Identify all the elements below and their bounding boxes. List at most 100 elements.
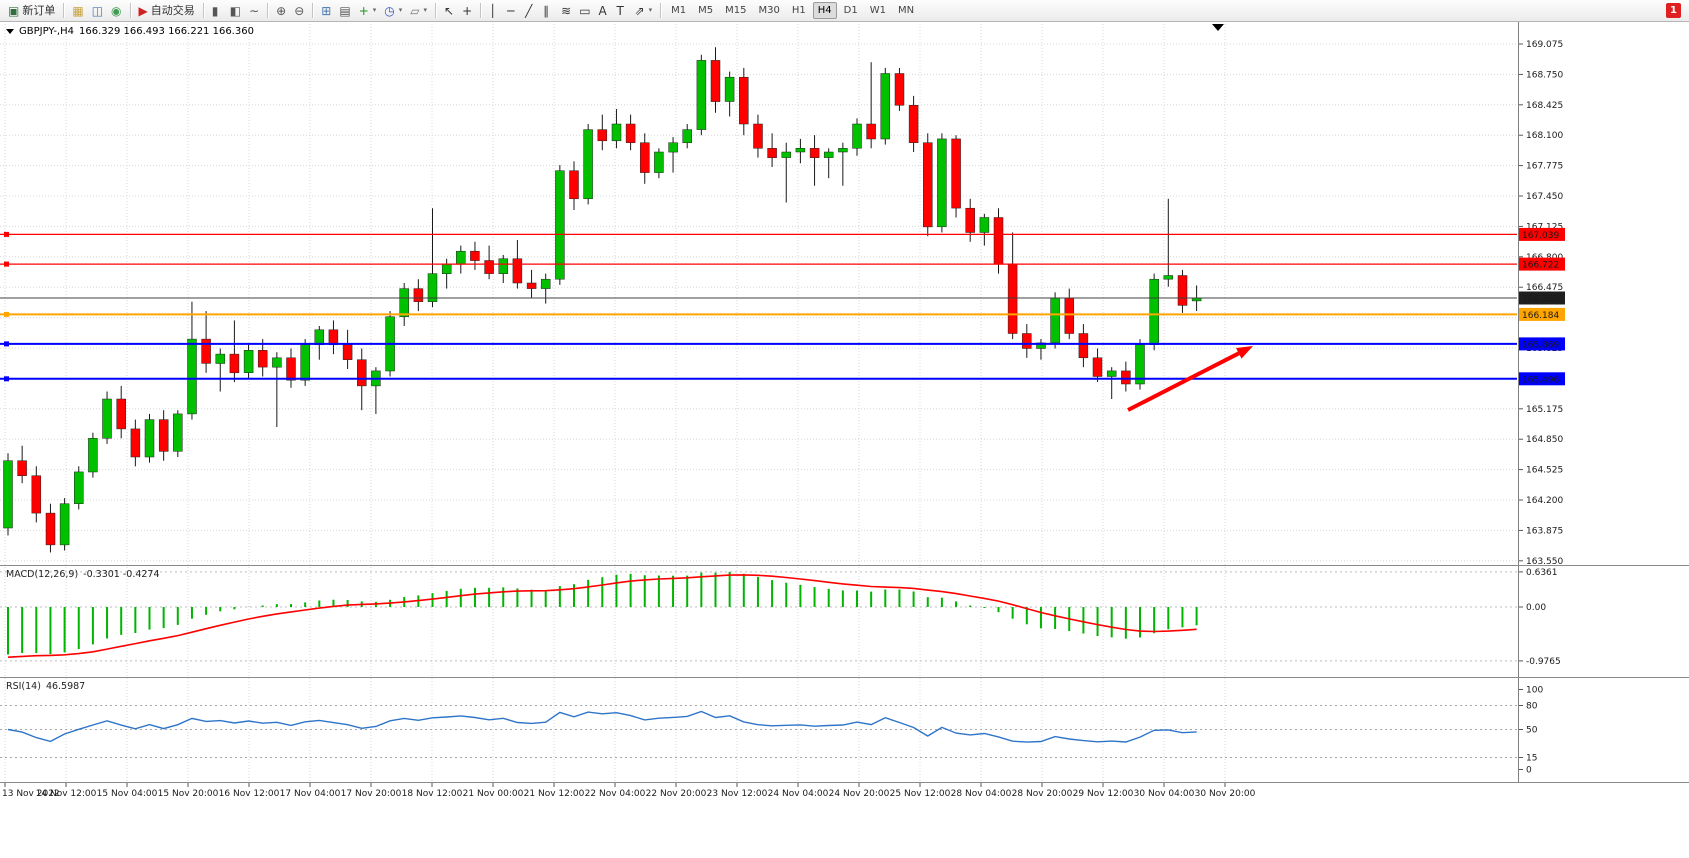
tile-windows-button[interactable]: ▤ [335,2,354,20]
macd-name: MACD(12,26,9) [6,569,79,580]
svg-text:167.125: 167.125 [1526,222,1563,232]
svg-text:165.175: 165.175 [1526,405,1563,415]
symbol-dropdown-icon[interactable] [6,29,14,34]
channel-button[interactable]: ∥ [539,2,557,20]
svg-text:25 Nov 12:00: 25 Nov 12:00 [890,789,951,799]
horizontal-line-icon: ─ [507,3,515,18]
line-chart-button[interactable]: ∼ [245,2,263,20]
horizontal-line-button[interactable]: ─ [503,2,521,20]
market-watch-icon: ◫ [91,3,104,18]
price-axis[interactable]: 169.075 168.750 168.425 168.100 167.775 167.4… [1518,22,1566,782]
svg-text:14 Nov 12:00: 14 Nov 12:00 [36,789,97,799]
toolbar-separator [480,3,482,18]
rsi-name: RSI(14) [6,681,41,692]
indicators-button[interactable]: + ▾ [355,2,381,20]
price-tag-166.360: 166.360 [1519,291,1565,305]
candlestick-chart-button[interactable]: ◧ [226,2,245,20]
chevron-down-icon: ▾ [423,6,428,14]
cursor-button[interactable]: ↖ [440,2,458,20]
price-tag-166.722: 166.722 [1519,257,1565,271]
vertical-line-button[interactable]: │ [485,2,503,20]
svg-text:18 Nov 12:00: 18 Nov 12:00 [402,789,463,799]
timeframe-m30[interactable]: M30 [758,5,780,16]
navigator-button[interactable]: ◉ [107,2,125,20]
autotrading-button[interactable]: ▶ 自动交易 [135,2,199,20]
ohlc-values: 166.329 166.493 166.221 166.360 [79,26,254,37]
svg-text:168.425: 168.425 [1526,101,1563,111]
hline-165.496[interactable] [0,376,1517,382]
market-watch-button[interactable]: ◫ [88,2,107,20]
timeframe-m1[interactable]: M1 [671,5,687,16]
periods-icon: ◷ [384,3,395,18]
channel-icon: ∥ [543,3,550,18]
panel-separators[interactable] [0,565,1689,783]
grid-button[interactable]: ⊞ [317,2,335,20]
svg-text:21 Nov 00:00: 21 Nov 00:00 [463,789,524,799]
svg-text:28 Nov 20:00: 28 Nov 20:00 [1012,789,1073,799]
timeframe-m15[interactable]: M15 [725,5,747,16]
periods-button[interactable]: ◷ ▾ [380,2,406,20]
trendline-button[interactable]: ╱ [521,2,539,20]
macd-values: -0.3301 -0.4274 [83,569,160,580]
timeframe-bar: M1 M5 M15 M30 H1 H4 D1 W1 MN [665,2,920,19]
macd-indicator-label: MACD(12,26,9) -0.3301 -0.4274 [6,569,160,580]
toolbar-separator [312,3,314,18]
text-button[interactable]: A [595,2,613,20]
notification-badge[interactable]: 1 [1666,3,1681,18]
chart-shift-marker[interactable] [1212,24,1224,31]
rsi-panel: 100 80 50 15 0 [0,686,1543,776]
svg-text:0.00: 0.00 [1526,603,1546,613]
tile-windows-icon: ▤ [339,3,351,18]
bar-chart-icon: ▮ [211,3,219,18]
svg-text:-0.9765: -0.9765 [1526,657,1561,667]
svg-text:13 Nov 2022: 13 Nov 2022 [2,789,60,799]
timeframe-mn[interactable]: MN [897,5,915,16]
shapes-icon: ▭ [579,3,591,18]
arrows-button[interactable]: ⇗ ▾ [631,2,657,20]
hline-167.039[interactable] [0,231,1517,237]
fibonacci-button[interactable]: ≋ [557,2,575,20]
svg-text:166.722: 166.722 [1522,261,1559,271]
crosshair-button[interactable]: + [458,2,476,20]
vertical-line-icon: │ [489,3,497,18]
trend-arrow[interactable] [1127,346,1253,412]
line-chart-icon: ∼ [249,3,260,18]
templates-icon: ▱ [410,3,420,18]
shapes-button[interactable]: ▭ [575,2,594,20]
autotrading-button-label: 自动交易 [150,4,195,17]
profiles-button[interactable]: ▦ [68,2,87,20]
timeframe-d1[interactable]: D1 [843,5,858,16]
hline-165.869[interactable] [0,341,1517,347]
svg-text:30 Nov 20:00: 30 Nov 20:00 [1195,789,1256,799]
timeframe-h4[interactable]: H4 [812,2,837,19]
zoom-in-button[interactable]: ⊕ [272,2,290,20]
svg-text:169.075: 169.075 [1526,40,1563,50]
symbol-name: GBPJPY-,H4 [19,26,74,37]
label-button[interactable]: T [613,2,631,20]
svg-text:24 Nov 20:00: 24 Nov 20:00 [829,789,890,799]
price-tag-166.184: 166.184 [1519,307,1565,321]
bar-chart-button[interactable]: ▮ [208,2,226,20]
hline-166.184[interactable] [0,311,1517,317]
svg-text:0.6361: 0.6361 [1526,568,1558,578]
crosshair-icon: + [462,3,473,18]
svg-text:24 Nov 04:00: 24 Nov 04:00 [768,789,829,799]
arrows-icon: ⇗ [634,3,645,18]
svg-text:15: 15 [1526,754,1537,764]
toolbar: ▣ 新订单 ▦ ◫ ◉ ▶ 自动交易 ▮ ◧ ∼ ⊕ ⊖ ⊞ ▤ + ▾ ◷ ▾ ▱ ▾ ↖ + │ ─ ╱ ∥ ≋ ▭ A T ⇗ ▾ M1… [0,0,1689,22]
svg-text:167.039: 167.039 [1522,231,1559,241]
timeframe-h1[interactable]: H1 [791,5,806,16]
toolbar-separator [660,3,662,18]
timeframe-w1[interactable]: W1 [869,5,886,16]
chevron-down-icon: ▾ [372,6,377,14]
templates-button[interactable]: ▱ ▾ [406,2,431,20]
svg-text:22 Nov 04:00: 22 Nov 04:00 [585,789,646,799]
zoom-out-button[interactable]: ⊖ [290,2,308,20]
hline-166.722[interactable] [0,261,1517,267]
new-order-button[interactable]: ▣ 新订单 [4,2,59,20]
svg-text:165.869: 165.869 [1522,340,1559,350]
timeframe-m5[interactable]: M5 [698,5,714,16]
